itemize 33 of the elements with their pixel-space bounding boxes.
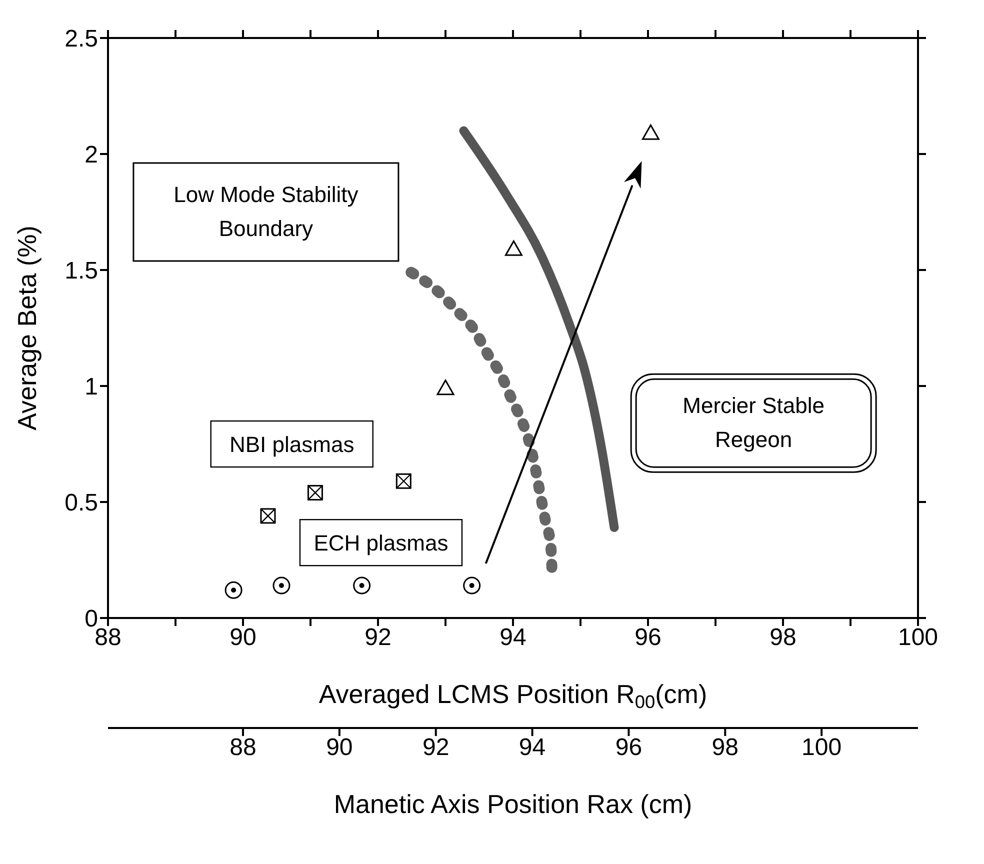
series-label: NBI plasmas — [230, 432, 354, 457]
point — [224, 581, 242, 599]
point — [353, 576, 371, 594]
annotation: Mercier Stable Regeon — [682, 393, 824, 452]
x2-tick-label: 98 — [712, 734, 738, 762]
x-tick-label: 96 — [634, 624, 662, 652]
x2-tick-label: 92 — [422, 734, 450, 762]
y-axis-title: Average Beta (%) — [12, 226, 42, 430]
x2-tick-label: 88 — [230, 734, 256, 762]
point — [504, 240, 522, 256]
point — [642, 124, 660, 140]
y-tick-label: 1.5 — [64, 258, 98, 285]
x-tick-label: 88 — [94, 624, 122, 652]
x-tick-label: 90 — [230, 624, 256, 652]
x-axis-title: Averaged LCMS Position R$_{00}$(cm) — [318, 679, 708, 712]
y-tick-label: 1 — [84, 374, 98, 401]
y-tick-label: 2.5 — [64, 26, 98, 53]
x-tick-label: 94 — [500, 624, 526, 652]
x2-tick-label: 100 — [802, 734, 842, 762]
x2-axis-title: Manetic Axis Position Rax (cm) — [334, 789, 692, 819]
x2-tick-label: 94 — [518, 734, 546, 762]
series-label: ECH plasmas — [314, 530, 448, 556]
point — [436, 380, 454, 396]
y-tick-label: 2 — [84, 142, 98, 169]
point — [272, 576, 290, 594]
annotation: Low Mode Stability Boundary — [174, 182, 358, 241]
x-tick-label: 98 — [770, 624, 796, 652]
point — [463, 576, 481, 594]
x2-tick-label: 96 — [615, 734, 642, 762]
x-tick-label: 100 — [898, 624, 938, 652]
y-tick-label: 0.5 — [64, 490, 98, 517]
x2-tick-label: 90 — [326, 734, 353, 762]
x-tick-label: 92 — [364, 624, 392, 652]
